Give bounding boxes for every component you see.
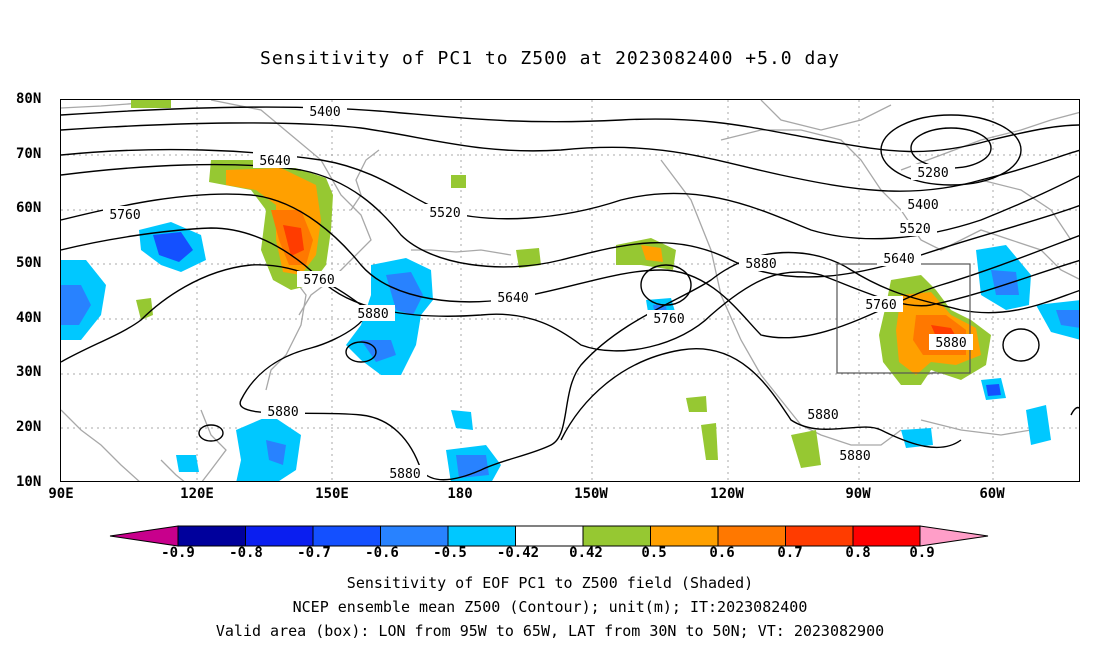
contour-label: 5760	[109, 208, 140, 223]
sensitivity-shading	[61, 100, 1079, 481]
lon-label-120e: 120E	[180, 486, 214, 502]
colorbar-label: -0.5	[433, 545, 467, 561]
colorbar-cell	[785, 525, 854, 547]
contour-label: 5760	[303, 273, 334, 288]
lat-label-20n: 20N	[16, 419, 42, 435]
map-svg: 5400 5640 5760 5520 5760 5880 5640 5760 …	[61, 100, 1079, 482]
colorbar-label: -0.9	[161, 545, 195, 561]
contour-label: 5520	[899, 222, 930, 237]
lon-label-180: 180	[447, 486, 473, 502]
contour-label: 5640	[497, 291, 528, 306]
lon-label-120w: 120W	[710, 486, 744, 502]
lat-label-60n: 60N	[16, 200, 42, 216]
contour-label: 5640	[259, 154, 290, 169]
contour-label: 5880	[357, 307, 388, 322]
contour-label: 5760	[653, 312, 684, 327]
contour-label: 5640	[883, 252, 914, 267]
lat-label-50n: 50N	[16, 255, 42, 271]
colorbar-label: -0.7	[297, 545, 331, 561]
contour-label: 5880	[745, 257, 776, 272]
colorbar-cell	[852, 525, 921, 547]
lon-label-90w: 90W	[845, 486, 871, 502]
lat-label-40n: 40N	[16, 310, 42, 326]
colorbar-cell	[447, 525, 516, 547]
contour-label: 5880	[267, 405, 298, 420]
contour-labels: 5400 5640 5760 5520 5760 5880 5640 5760 …	[103, 103, 973, 482]
map-panel: 5400 5640 5760 5520 5760 5880 5640 5760 …	[60, 99, 1080, 482]
colorbar-cell	[515, 525, 584, 547]
lon-label-90e: 90E	[48, 486, 74, 502]
colorbar-low-arrow	[109, 525, 179, 547]
colorbar-label: 0.6	[709, 545, 735, 561]
contour-label: 5520	[429, 206, 460, 221]
colorbar-cells	[177, 525, 921, 547]
lon-label-150w: 150W	[574, 486, 608, 502]
colorbar-label: -0.8	[229, 545, 263, 561]
lon-label-60w: 60W	[979, 486, 1005, 502]
colorbar-cell	[177, 525, 246, 547]
colorbar-cell	[245, 525, 314, 547]
colorbar	[109, 525, 989, 547]
lat-label-30n: 30N	[16, 364, 42, 380]
contour-label: 5280	[917, 166, 948, 181]
colorbar-cell	[650, 525, 719, 547]
colorbar-cell	[312, 525, 381, 547]
contour-label: 5880	[839, 449, 870, 464]
contour-label: 5760	[865, 298, 896, 313]
colorbar-high-arrow	[919, 525, 989, 547]
colorbar-label: 0.7	[777, 545, 803, 561]
caption-valid-area: Valid area (box): LON from 95W to 65W, L…	[215, 622, 885, 640]
colorbar-cell	[717, 525, 786, 547]
contour-label: 5880	[935, 336, 966, 351]
colorbar-cell	[582, 525, 651, 547]
chart-title: Sensitivity of PC1 to Z500 at 2023082400…	[259, 48, 840, 69]
lon-label-150e: 150E	[315, 486, 349, 502]
colorbar-label: 0.8	[845, 545, 871, 561]
contour-label: 5400	[309, 105, 340, 120]
lat-label-80n: 80N	[16, 91, 42, 107]
lat-label-10n: 10N	[16, 474, 42, 490]
contour-label: 5400	[907, 198, 938, 213]
colorbar-cell	[380, 525, 449, 547]
caption-shaded: Sensitivity of EOF PC1 to Z500 field (Sh…	[346, 574, 754, 592]
contour-label: 5880	[807, 408, 838, 423]
colorbar-label: 0.9	[909, 545, 935, 561]
colorbar-label: 0.5	[641, 545, 667, 561]
colorbar-label: -0.42	[496, 545, 540, 561]
lat-label-70n: 70N	[16, 146, 42, 162]
caption-contour: NCEP ensemble mean Z500 (Contour); unit(…	[292, 598, 808, 616]
colorbar-label: 0.42	[569, 545, 603, 561]
contour-label: 5880	[389, 467, 420, 482]
colorbar-label: -0.6	[365, 545, 399, 561]
